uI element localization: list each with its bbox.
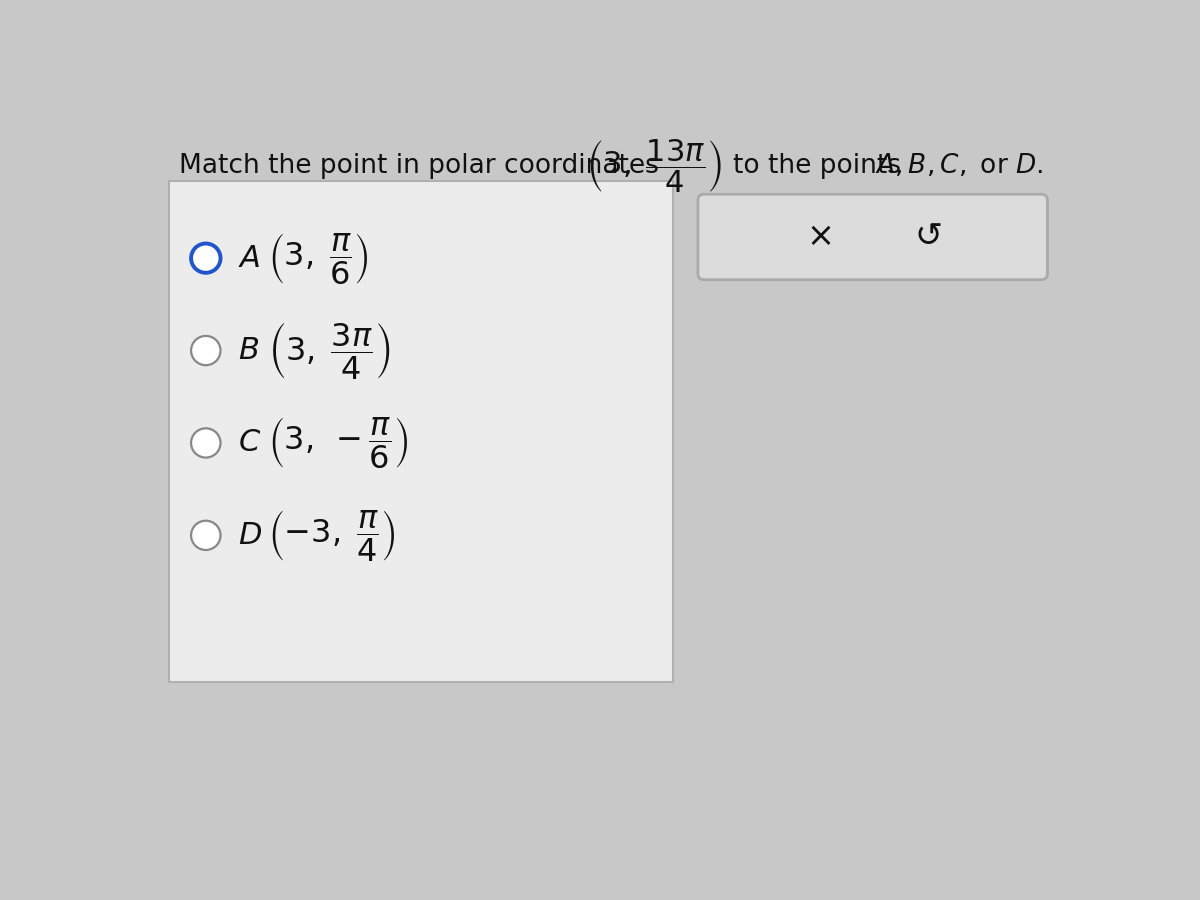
Circle shape [191, 428, 221, 457]
Text: ↺: ↺ [914, 220, 943, 254]
Text: $\left(3,\;\dfrac{13\pi}{4}\right)$: $\left(3,\;\dfrac{13\pi}{4}\right)$ [586, 137, 722, 194]
FancyBboxPatch shape [698, 194, 1048, 280]
Text: $\mathit{B}$: $\mathit{B}$ [238, 336, 259, 365]
Text: ×: × [806, 220, 834, 254]
Text: $\mathit{A}, \mathit{B}, \mathit{C},$ or $\mathit{D}.$: $\mathit{A}, \mathit{B}, \mathit{C},$ or… [875, 152, 1043, 179]
Text: $\left(-3,\;\dfrac{\pi}{4}\right)$: $\left(-3,\;\dfrac{\pi}{4}\right)$ [268, 508, 395, 562]
Circle shape [191, 244, 221, 273]
Text: $\left(3,\;\dfrac{\pi}{6}\right)$: $\left(3,\;\dfrac{\pi}{6}\right)$ [268, 230, 368, 285]
Text: $\mathit{D}$: $\mathit{D}$ [238, 521, 262, 550]
Text: $\left(3,\;-\dfrac{\pi}{6}\right)$: $\left(3,\;-\dfrac{\pi}{6}\right)$ [268, 416, 408, 471]
Text: $\mathit{C}$: $\mathit{C}$ [238, 428, 260, 457]
FancyBboxPatch shape [169, 181, 673, 681]
Text: to the points: to the points [733, 153, 910, 179]
Text: $\mathit{A}$: $\mathit{A}$ [238, 244, 260, 273]
Text: $\left(3,\;\dfrac{3\pi}{4}\right)$: $\left(3,\;\dfrac{3\pi}{4}\right)$ [268, 320, 390, 381]
Circle shape [191, 521, 221, 550]
Text: Match the point in polar coordinates: Match the point in polar coordinates [180, 153, 659, 179]
Circle shape [191, 336, 221, 365]
